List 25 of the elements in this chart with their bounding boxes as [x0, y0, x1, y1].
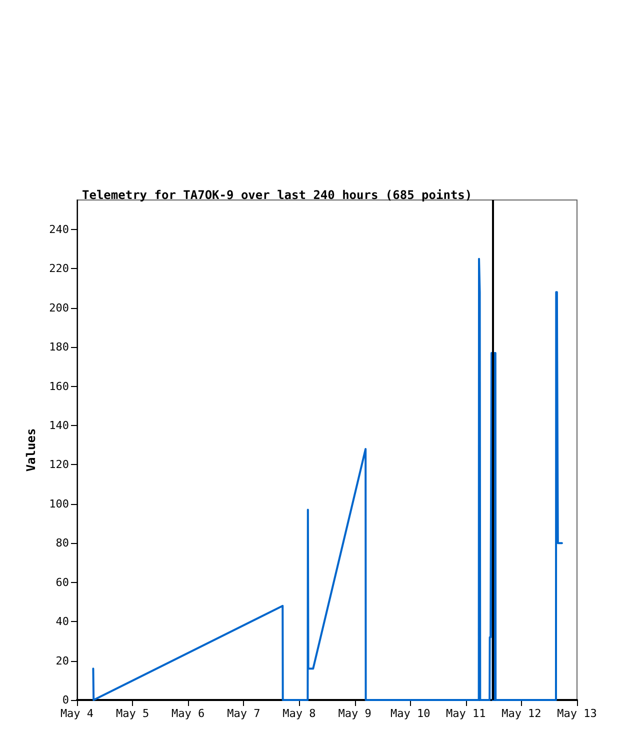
y-tick-label: 120	[49, 458, 69, 472]
x-tick-label: May 13	[557, 707, 597, 720]
x-tick-label: May 5	[116, 707, 150, 720]
y-tick-label: 240	[49, 222, 69, 236]
x-tick-label: May 6	[172, 707, 205, 720]
x-tick-label: May 10	[390, 707, 430, 720]
y-tick-label: 220	[49, 262, 69, 276]
y-tick-label: 80	[56, 536, 69, 550]
x-tick-label: May 11	[446, 707, 486, 720]
y-tick-label: 60	[56, 576, 69, 589]
y-tick-label: 200	[49, 301, 69, 314]
y-axis-title: Values	[24, 428, 38, 472]
y-tick-label: 40	[56, 615, 69, 628]
y-tick-label: 160	[49, 380, 69, 393]
x-tick-label: May 7	[227, 707, 260, 720]
x-tick-label: May 4	[60, 707, 94, 720]
y-tick-label: 100	[49, 497, 69, 510]
y-tick-label: 0	[62, 694, 69, 706]
x-tick-label: May 9	[338, 707, 372, 720]
x-tick-label: May 8	[282, 707, 316, 720]
y-tick-label: 20	[56, 654, 69, 668]
chart-title: Telemetry for TA7OK-9 over last 240 hours (685 points)	[82, 188, 472, 202]
x-tick-label: May 12	[502, 707, 542, 720]
y-tick-label: 140	[49, 418, 69, 432]
y-tick-label: 180	[49, 340, 69, 354]
